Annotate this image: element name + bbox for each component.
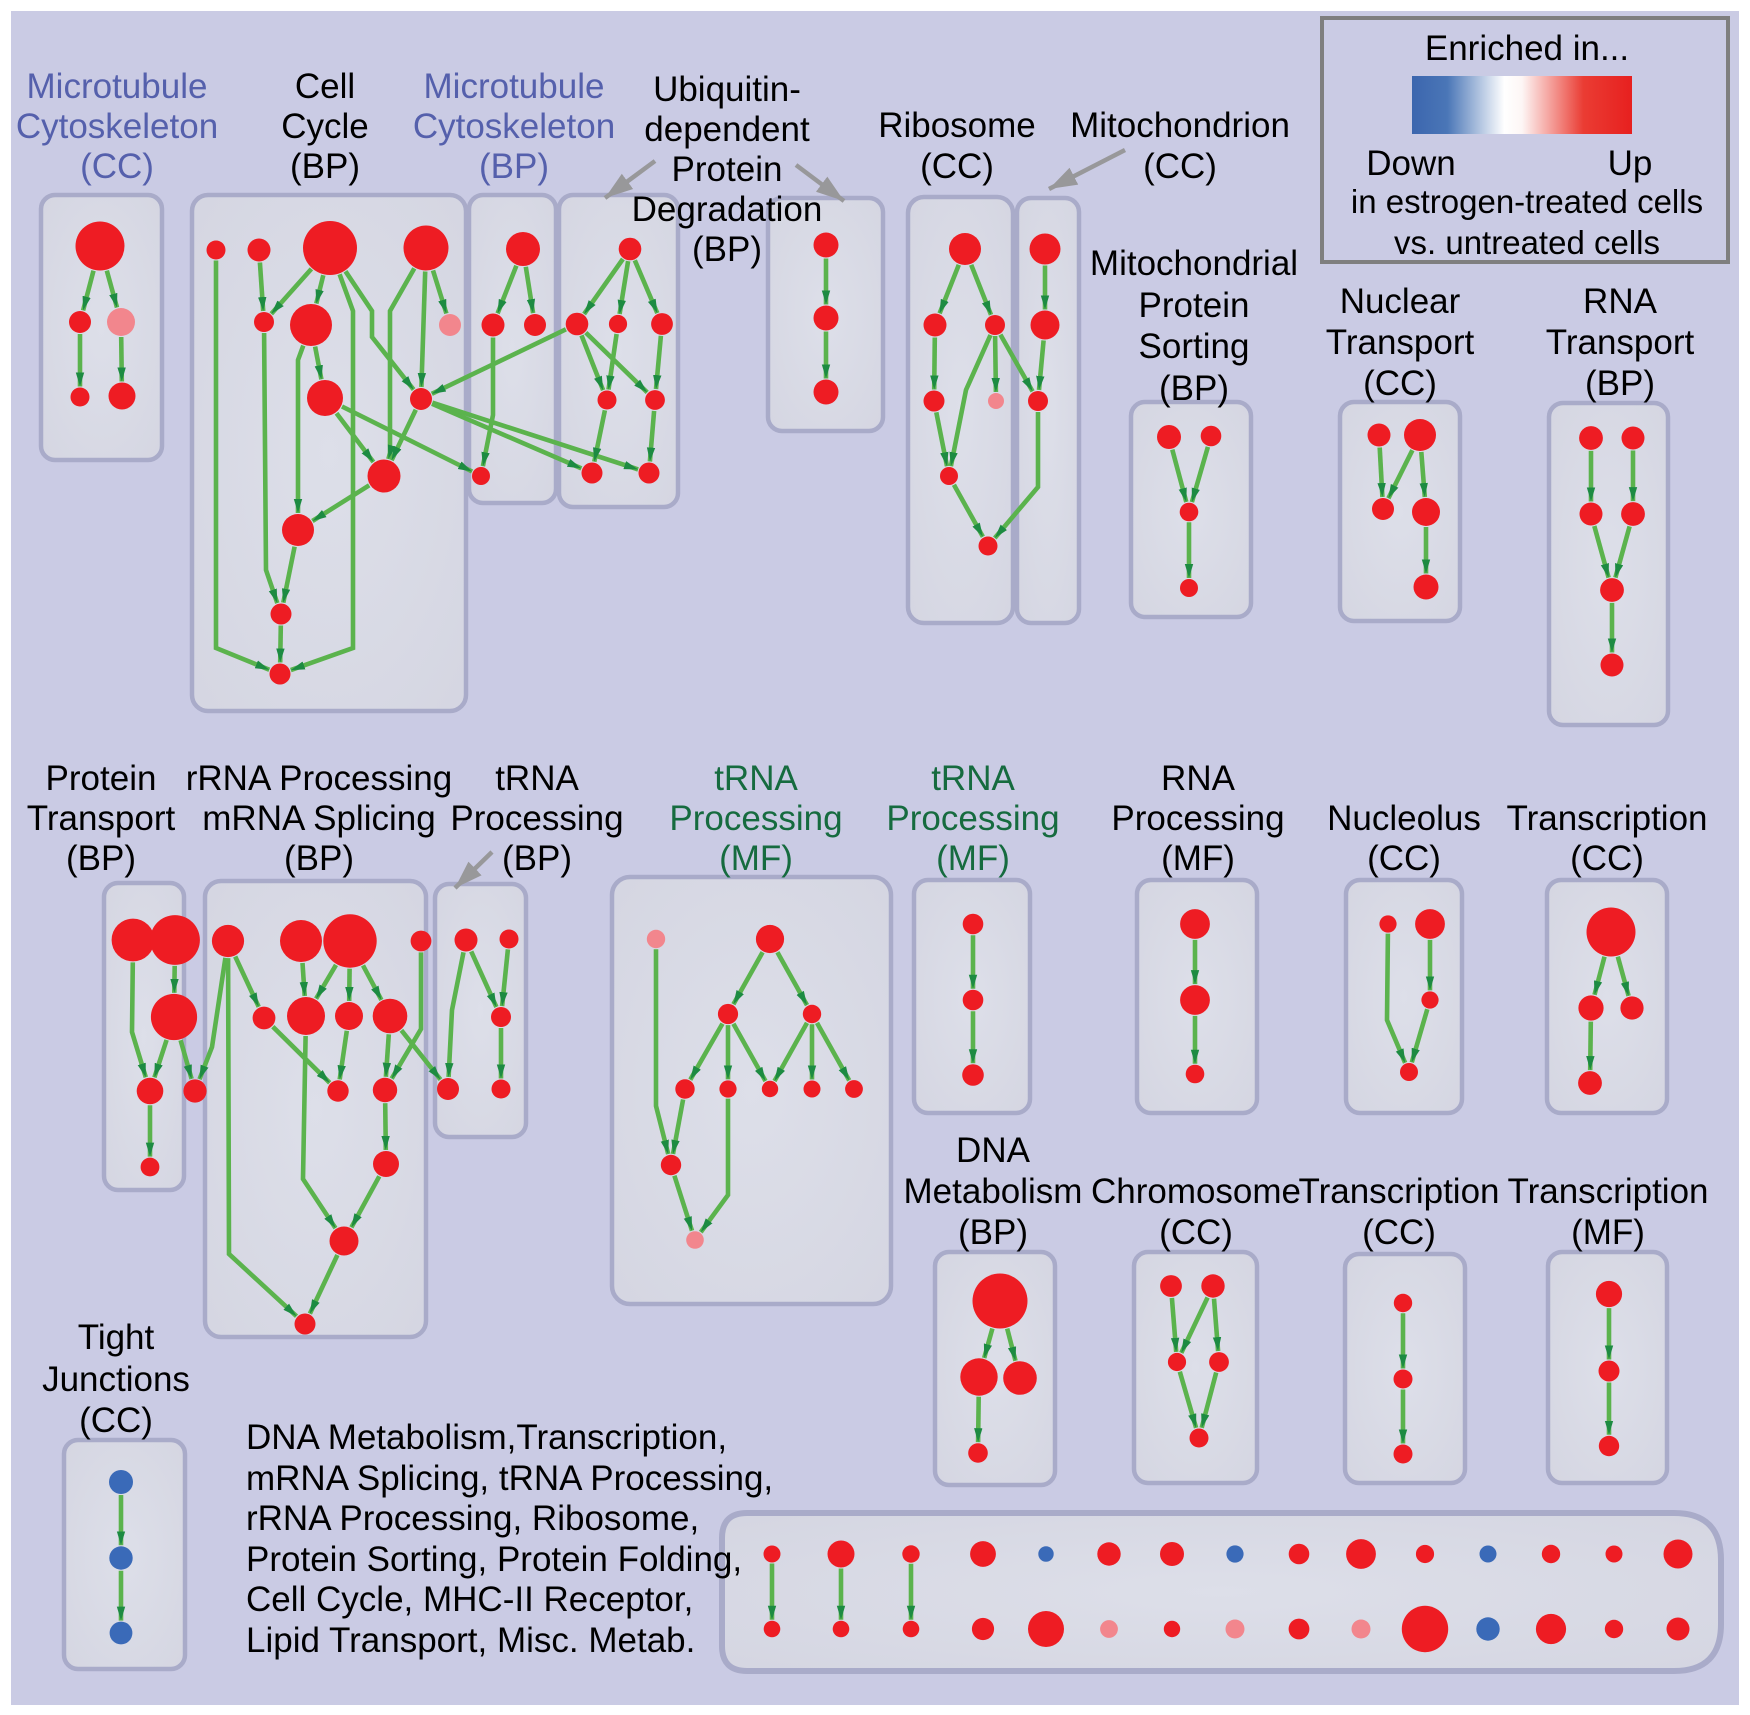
svg-text:Enriched in...: Enriched in... <box>1425 29 1629 68</box>
svg-text:(MF): (MF) <box>719 839 793 878</box>
svg-text:(CC): (CC) <box>1570 839 1644 878</box>
svg-text:in estrogen-treated cells: in estrogen-treated cells <box>1351 183 1703 220</box>
svg-text:Junctions: Junctions <box>42 1360 190 1399</box>
svg-text:Processing: Processing <box>669 799 842 838</box>
svg-text:Transcription: Transcription <box>1507 799 1708 838</box>
svg-text:Processing: Processing <box>450 799 623 838</box>
svg-text:(BP): (BP) <box>958 1213 1028 1252</box>
svg-text:(CC): (CC) <box>1159 1213 1233 1252</box>
svg-text:(MF): (MF) <box>1161 839 1235 878</box>
svg-text:Mitochondrial: Mitochondrial <box>1090 244 1298 283</box>
svg-text:Transcription: Transcription <box>1508 1172 1709 1211</box>
svg-text:Tight: Tight <box>78 1318 155 1357</box>
svg-text:(BP): (BP) <box>479 147 549 186</box>
svg-text:RNA: RNA <box>1583 282 1658 321</box>
svg-text:Cell: Cell <box>295 67 355 106</box>
svg-text:Sorting: Sorting <box>1139 327 1250 366</box>
svg-text:(MF): (MF) <box>1571 1213 1645 1252</box>
svg-text:Mitochondrion: Mitochondrion <box>1070 106 1290 145</box>
svg-text:Transport: Transport <box>27 799 176 838</box>
svg-text:Processing: Processing <box>1111 799 1284 838</box>
svg-text:Protein: Protein <box>1139 286 1250 325</box>
svg-text:(BP): (BP) <box>692 230 762 269</box>
svg-text:rRNA Processing: rRNA Processing <box>186 759 452 798</box>
svg-text:DNA Metabolism,Transcription,: DNA Metabolism,Transcription, <box>246 1418 727 1457</box>
svg-text:Protein Sorting, Protein Foldi: Protein Sorting, Protein Folding, <box>246 1540 742 1579</box>
svg-text:tRNA: tRNA <box>495 759 579 798</box>
svg-text:(BP): (BP) <box>284 839 354 878</box>
svg-text:dependent: dependent <box>644 110 810 149</box>
svg-text:Nucleolus: Nucleolus <box>1327 799 1481 838</box>
svg-text:Cytoskeleton: Cytoskeleton <box>16 107 218 146</box>
svg-text:(BP): (BP) <box>66 839 136 878</box>
svg-text:Transport: Transport <box>1546 323 1695 362</box>
svg-text:DNA: DNA <box>956 1131 1031 1170</box>
svg-text:Chromosome: Chromosome <box>1091 1172 1301 1211</box>
svg-text:Ribosome: Ribosome <box>878 106 1036 145</box>
svg-text:(CC): (CC) <box>1362 1213 1436 1252</box>
svg-text:Microtubule: Microtubule <box>424 67 605 106</box>
svg-text:Metabolism: Metabolism <box>904 1172 1083 1211</box>
svg-text:(CC): (CC) <box>79 1401 153 1440</box>
svg-text:Processing: Processing <box>886 799 1059 838</box>
svg-text:(CC): (CC) <box>1367 839 1441 878</box>
svg-text:(CC): (CC) <box>920 147 994 186</box>
svg-text:(CC): (CC) <box>1363 364 1437 403</box>
svg-text:(MF): (MF) <box>936 839 1010 878</box>
svg-text:tRNA: tRNA <box>931 759 1015 798</box>
svg-text:(BP): (BP) <box>1159 369 1229 408</box>
svg-text:Lipid Transport, Misc. Metab.: Lipid Transport, Misc. Metab. <box>246 1621 695 1660</box>
svg-text:(BP): (BP) <box>290 147 360 186</box>
svg-text:Cycle: Cycle <box>281 107 369 146</box>
svg-text:rRNA Processing, Ribosome,: rRNA Processing, Ribosome, <box>246 1499 699 1538</box>
svg-text:(BP): (BP) <box>502 839 572 878</box>
svg-text:Protein: Protein <box>672 150 783 189</box>
svg-text:Microtubule: Microtubule <box>27 67 208 106</box>
svg-text:Cytoskeleton: Cytoskeleton <box>413 107 615 146</box>
svg-text:Degradation: Degradation <box>632 190 823 229</box>
svg-text:Nuclear: Nuclear <box>1340 282 1461 321</box>
svg-text:Down: Down <box>1366 144 1455 183</box>
svg-text:mRNA Splicing, tRNA Processing: mRNA Splicing, tRNA Processing, <box>246 1459 773 1498</box>
svg-text:(CC): (CC) <box>1143 147 1217 186</box>
svg-text:tRNA: tRNA <box>714 759 798 798</box>
svg-text:(BP): (BP) <box>1585 364 1655 403</box>
svg-text:RNA: RNA <box>1161 759 1236 798</box>
svg-text:mRNA Splicing: mRNA Splicing <box>202 799 435 838</box>
svg-text:(CC): (CC) <box>80 147 154 186</box>
svg-text:Protein: Protein <box>46 759 157 798</box>
svg-text:Ubiquitin-: Ubiquitin- <box>653 70 801 109</box>
svg-text:Up: Up <box>1608 144 1653 183</box>
svg-text:vs. untreated cells: vs. untreated cells <box>1394 224 1660 261</box>
svg-text:Cell Cycle, MHC-II Receptor,: Cell Cycle, MHC-II Receptor, <box>246 1580 693 1619</box>
svg-text:Transport: Transport <box>1326 323 1475 362</box>
svg-text:Transcription: Transcription <box>1299 1172 1500 1211</box>
